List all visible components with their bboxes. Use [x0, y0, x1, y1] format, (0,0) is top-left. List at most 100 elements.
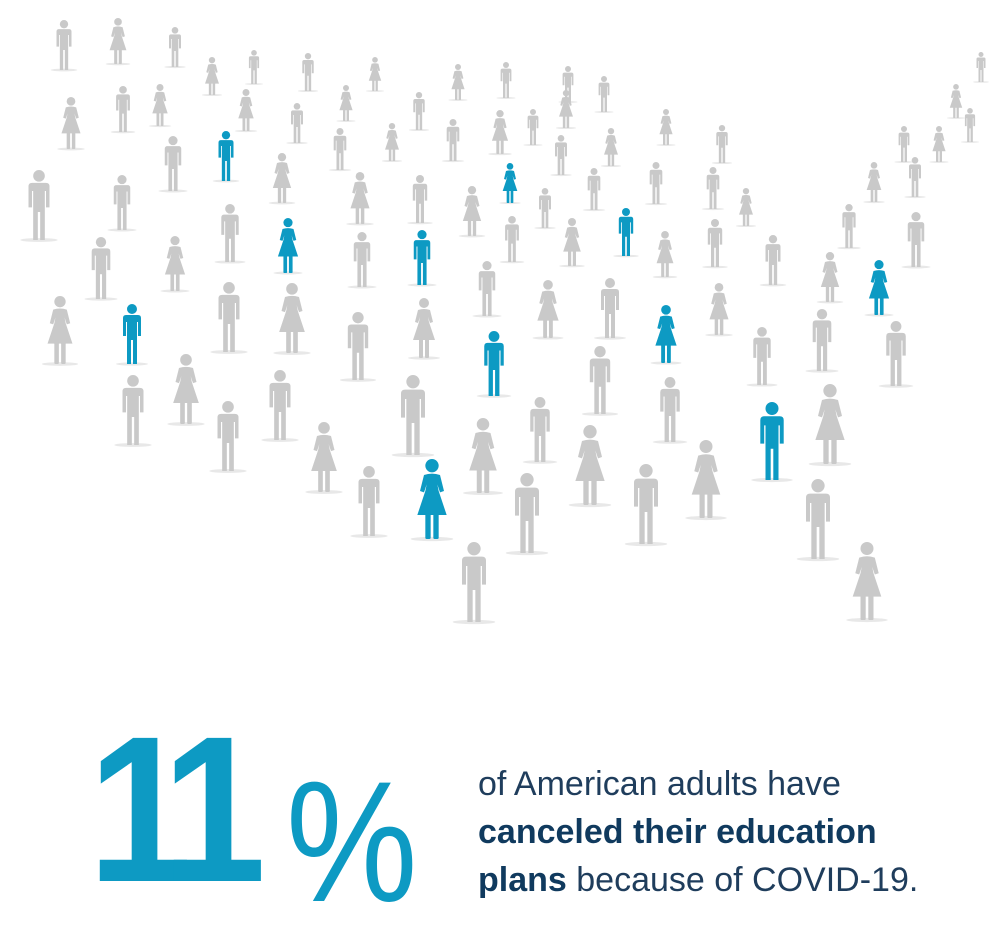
person-icon: [808, 384, 852, 467]
caption-line-3: plans because of COVID-19.: [478, 856, 988, 904]
caption-bold-word: plans: [478, 861, 567, 899]
person-icon: [522, 397, 558, 464]
person-icon: [652, 377, 688, 444]
person-icon: [946, 84, 966, 119]
person-icon: [339, 312, 377, 382]
person-icon: [210, 282, 248, 354]
person-icon: [735, 188, 757, 228]
person-icon: [532, 280, 564, 340]
person-icon: [863, 162, 885, 204]
person-icon: [458, 186, 486, 238]
people-figure-map: [20, 18, 989, 625]
highlighted-person-icon: [751, 402, 793, 483]
person-icon: [816, 252, 844, 304]
person-icon: [878, 321, 914, 388]
person-icon: [20, 170, 58, 242]
person-icon: [209, 401, 247, 473]
highlighted-person-icon: [407, 230, 437, 287]
person-icon: [441, 119, 465, 163]
person-icon: [600, 128, 622, 168]
person-icon: [523, 109, 543, 146]
person-icon: [347, 232, 377, 289]
person-icon: [107, 175, 137, 232]
person-icon: [534, 188, 556, 230]
person-icon: [846, 542, 888, 623]
person-icon: [297, 53, 319, 93]
person-icon: [268, 153, 296, 205]
person-icon: [214, 204, 246, 264]
person-icon: [336, 85, 356, 122]
person-icon: [463, 418, 503, 495]
person-icon: [261, 370, 299, 442]
highlighted-person-icon: [116, 304, 148, 366]
percent-sign: %: [286, 746, 418, 938]
person-icon: [57, 97, 85, 151]
statistic-number: 11: [88, 694, 266, 926]
person-icon: [555, 90, 577, 130]
highlighted-person-icon: [476, 331, 512, 398]
person-icon: [407, 175, 433, 225]
person-icon: [705, 283, 733, 337]
person-icon: [110, 86, 136, 134]
person-icon: [201, 57, 223, 97]
person-icon: [84, 237, 118, 301]
person-icon: [41, 296, 79, 366]
person-icon: [328, 128, 352, 172]
person-icon: [114, 375, 152, 447]
person-icon: [582, 168, 606, 212]
person-icon: [499, 216, 525, 264]
person-icon: [273, 283, 311, 355]
highlighted-person-icon: [499, 163, 521, 205]
person-icon: [391, 375, 435, 458]
person-icon: [408, 92, 430, 132]
person-icon: [711, 125, 733, 165]
highlighted-person-icon: [650, 305, 682, 365]
highlighted-person-icon: [273, 218, 303, 275]
person-icon: [837, 204, 861, 250]
person-icon: [234, 89, 258, 133]
highlighted-person-icon: [212, 131, 240, 183]
person-icon: [805, 309, 839, 373]
person-icon: [164, 27, 186, 69]
person-icon: [305, 422, 343, 494]
person-icon: [448, 64, 468, 101]
person-icon: [244, 50, 264, 85]
person-icon: [505, 473, 549, 556]
person-icon: [644, 162, 668, 206]
person-icon: [496, 62, 516, 99]
person-icon: [568, 425, 612, 508]
highlighted-person-icon: [613, 208, 639, 258]
statistic-caption: of American adults have canceled their e…: [478, 760, 988, 904]
highlighted-person-icon: [864, 260, 894, 317]
person-icon: [746, 327, 778, 387]
person-icon: [904, 157, 926, 199]
person-icon: [346, 172, 374, 226]
person-icon: [973, 52, 989, 83]
person-icon: [901, 212, 931, 269]
caption-bold-phrase: canceled their education: [478, 813, 877, 851]
caption-line-1: of American adults have: [478, 765, 841, 803]
person-icon: [656, 109, 676, 146]
person-icon: [167, 354, 205, 426]
person-icon: [559, 218, 585, 268]
person-icon: [286, 103, 308, 145]
caption-line-2: canceled their education: [478, 808, 988, 856]
person-icon: [158, 136, 188, 193]
person-icon: [365, 57, 385, 92]
person-icon: [488, 110, 512, 156]
person-icon: [624, 464, 668, 547]
person-icon: [652, 231, 678, 279]
person-icon: [350, 466, 388, 538]
person-icon: [160, 236, 190, 293]
caption-line-3-rest: because of COVID-19.: [566, 861, 919, 899]
person-icon: [759, 235, 787, 287]
person-icon: [594, 76, 614, 113]
person-icon: [381, 123, 403, 163]
person-icon: [685, 440, 727, 521]
highlighted-person-icon: [410, 459, 454, 542]
person-icon: [702, 219, 728, 269]
person-icon: [581, 346, 619, 416]
person-icon: [148, 84, 172, 128]
person-icon: [550, 135, 572, 177]
person-icon: [408, 298, 440, 360]
